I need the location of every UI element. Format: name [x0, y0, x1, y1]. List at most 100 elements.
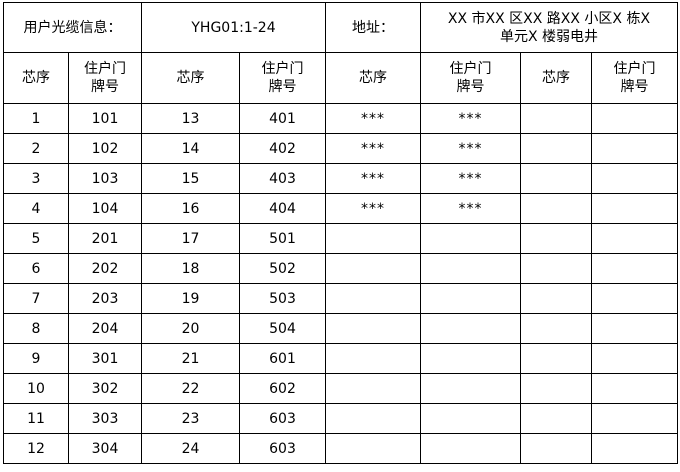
- cell-core-3: [325, 253, 421, 284]
- col-door-line-1: 住户门: [449, 61, 492, 77]
- cell-door-2: 402: [239, 133, 326, 164]
- cell-door-1: 304: [68, 433, 142, 464]
- cell-core-4: [520, 373, 592, 404]
- cell-core-4: [520, 193, 592, 224]
- table-row: 9 301 21 601: [3, 343, 678, 374]
- col-door-line-1: 住户门: [261, 61, 304, 77]
- cell-door-2: 404: [239, 193, 326, 224]
- cell-core-2: 22: [141, 373, 240, 404]
- cell-door-1: 203: [68, 283, 142, 314]
- cable-id: YHG01:1-24: [141, 2, 326, 53]
- table-row: 10 302 22 602: [3, 373, 678, 404]
- cell-core-4: [520, 343, 592, 374]
- cell-door-3: [420, 313, 521, 344]
- cell-core-4: [520, 133, 592, 164]
- cell-core-3: ***: [325, 163, 421, 194]
- cell-core-2: 17: [141, 223, 240, 254]
- column-header-row: 芯序 住户门 牌号 芯序 住户门 牌号 芯序 住户门 牌号 芯序 住户门 牌号: [3, 52, 678, 104]
- cell-core-1: 1: [3, 103, 69, 134]
- cell-core-1: 5: [3, 223, 69, 254]
- cell-core-2: 16: [141, 193, 240, 224]
- cell-core-2: 19: [141, 283, 240, 314]
- address-label: 地址：: [325, 2, 421, 53]
- col-core-1: 芯序: [3, 52, 69, 104]
- cell-door-3: ***: [420, 193, 521, 224]
- cell-core-2: 20: [141, 313, 240, 344]
- cell-door-4: [591, 163, 678, 194]
- cell-door-3: [420, 253, 521, 284]
- cell-door-1: 202: [68, 253, 142, 284]
- cell-door-4: [591, 283, 678, 314]
- cell-door-4: [591, 403, 678, 434]
- cell-door-1: 103: [68, 163, 142, 194]
- cell-core-4: [520, 223, 592, 254]
- col-door-line-1: 住户门: [613, 61, 656, 77]
- cell-door-2: 603: [239, 433, 326, 464]
- cell-door-2: 602: [239, 373, 326, 404]
- table-row: 8 204 20 504: [3, 313, 678, 344]
- col-door-4: 住户门 牌号: [591, 52, 678, 104]
- table-row: 4 104 16 404 *** ***: [3, 193, 678, 224]
- cell-core-1: 2: [3, 133, 69, 164]
- cell-core-4: [520, 403, 592, 434]
- cell-core-3: [325, 283, 421, 314]
- cell-core-2: 21: [141, 343, 240, 374]
- col-core-3: 芯序: [325, 52, 421, 104]
- table-row: 2 102 14 402 *** ***: [3, 133, 678, 164]
- cell-core-3: [325, 343, 421, 374]
- table-row: 11 303 23 603: [3, 403, 678, 434]
- cell-door-3: [420, 403, 521, 434]
- cell-core-4: [520, 253, 592, 284]
- cell-door-1: 204: [68, 313, 142, 344]
- cell-core-2: 14: [141, 133, 240, 164]
- cable-info-table: 用户光缆信息： YHG01:1-24 地址： XX 市XX 区XX 路XX 小区…: [3, 2, 678, 464]
- cell-core-2: 13: [141, 103, 240, 134]
- cell-core-4: [520, 103, 592, 134]
- cell-core-3: [325, 403, 421, 434]
- cell-door-1: 201: [68, 223, 142, 254]
- cell-core-1: 3: [3, 163, 69, 194]
- cell-door-2: 504: [239, 313, 326, 344]
- cell-core-3: [325, 313, 421, 344]
- cell-core-3: [325, 433, 421, 464]
- cell-door-2: 503: [239, 283, 326, 314]
- cell-core-3: ***: [325, 103, 421, 134]
- col-door-2: 住户门 牌号: [239, 52, 326, 104]
- address-line-1: XX 市XX 区XX 路XX 小区X 栋X: [447, 10, 651, 27]
- cell-door-2: 603: [239, 403, 326, 434]
- cell-core-3: [325, 223, 421, 254]
- cell-door-2: 401: [239, 103, 326, 134]
- cell-door-1: 104: [68, 193, 142, 224]
- cell-core-4: [520, 283, 592, 314]
- cell-door-4: [591, 133, 678, 164]
- cell-door-4: [591, 433, 678, 464]
- col-door-1: 住户门 牌号: [68, 52, 142, 104]
- header-row: 用户光缆信息： YHG01:1-24 地址： XX 市XX 区XX 路XX 小区…: [3, 2, 678, 53]
- col-door-line-2: 牌号: [456, 79, 485, 95]
- col-core-2: 芯序: [141, 52, 240, 104]
- cell-core-2: 15: [141, 163, 240, 194]
- col-core-4: 芯序: [520, 52, 592, 104]
- cell-door-3: ***: [420, 163, 521, 194]
- table-row: 6 202 18 502: [3, 253, 678, 284]
- cell-core-2: 24: [141, 433, 240, 464]
- cell-door-2: 601: [239, 343, 326, 374]
- cell-door-3: [420, 433, 521, 464]
- cell-door-4: [591, 373, 678, 404]
- cell-door-3: [420, 223, 521, 254]
- cell-core-1: 8: [3, 313, 69, 344]
- cell-core-1: 9: [3, 343, 69, 374]
- cell-core-4: [520, 433, 592, 464]
- col-door-line-2: 牌号: [620, 79, 649, 95]
- cell-core-1: 12: [3, 433, 69, 464]
- cell-door-2: 403: [239, 163, 326, 194]
- cell-core-4: [520, 313, 592, 344]
- cell-door-3: [420, 343, 521, 374]
- cell-core-4: [520, 163, 592, 194]
- cell-core-1: 6: [3, 253, 69, 284]
- cell-door-4: [591, 343, 678, 374]
- col-door-line-2: 牌号: [91, 79, 119, 95]
- cell-door-4: [591, 103, 678, 134]
- address-value: XX 市XX 区XX 路XX 小区X 栋X 单元X 楼弱电井: [420, 2, 678, 53]
- cell-core-3: ***: [325, 193, 421, 224]
